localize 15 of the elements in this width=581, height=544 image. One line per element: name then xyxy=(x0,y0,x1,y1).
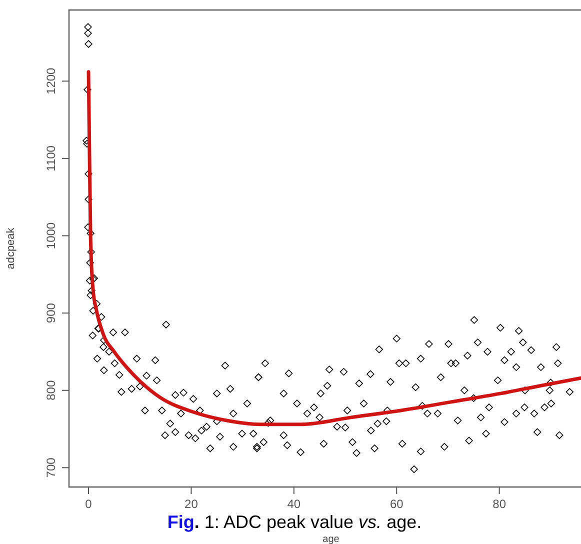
x-tick-label: 40 xyxy=(287,497,301,511)
x-tick-label: 20 xyxy=(184,497,198,511)
caption: Fig. 1: ADC peak value vs. age. xyxy=(167,512,422,532)
x-tick-label: 80 xyxy=(492,497,506,511)
x-tick-label: 0 xyxy=(85,497,92,511)
y-tick-label: 1200 xyxy=(44,67,58,94)
y-tick-label: 1000 xyxy=(44,222,58,250)
y-tick-label: 1100 xyxy=(44,145,58,172)
line-series xyxy=(86,70,581,426)
y-tick-label: 800 xyxy=(44,380,58,400)
x-axis-title: age xyxy=(322,534,340,544)
x-tick-label: 60 xyxy=(390,497,404,511)
y-axis-title: adcpeak xyxy=(5,227,17,270)
y-tick-label: 900 xyxy=(44,302,58,324)
y-tick-label: 700 xyxy=(44,457,58,478)
